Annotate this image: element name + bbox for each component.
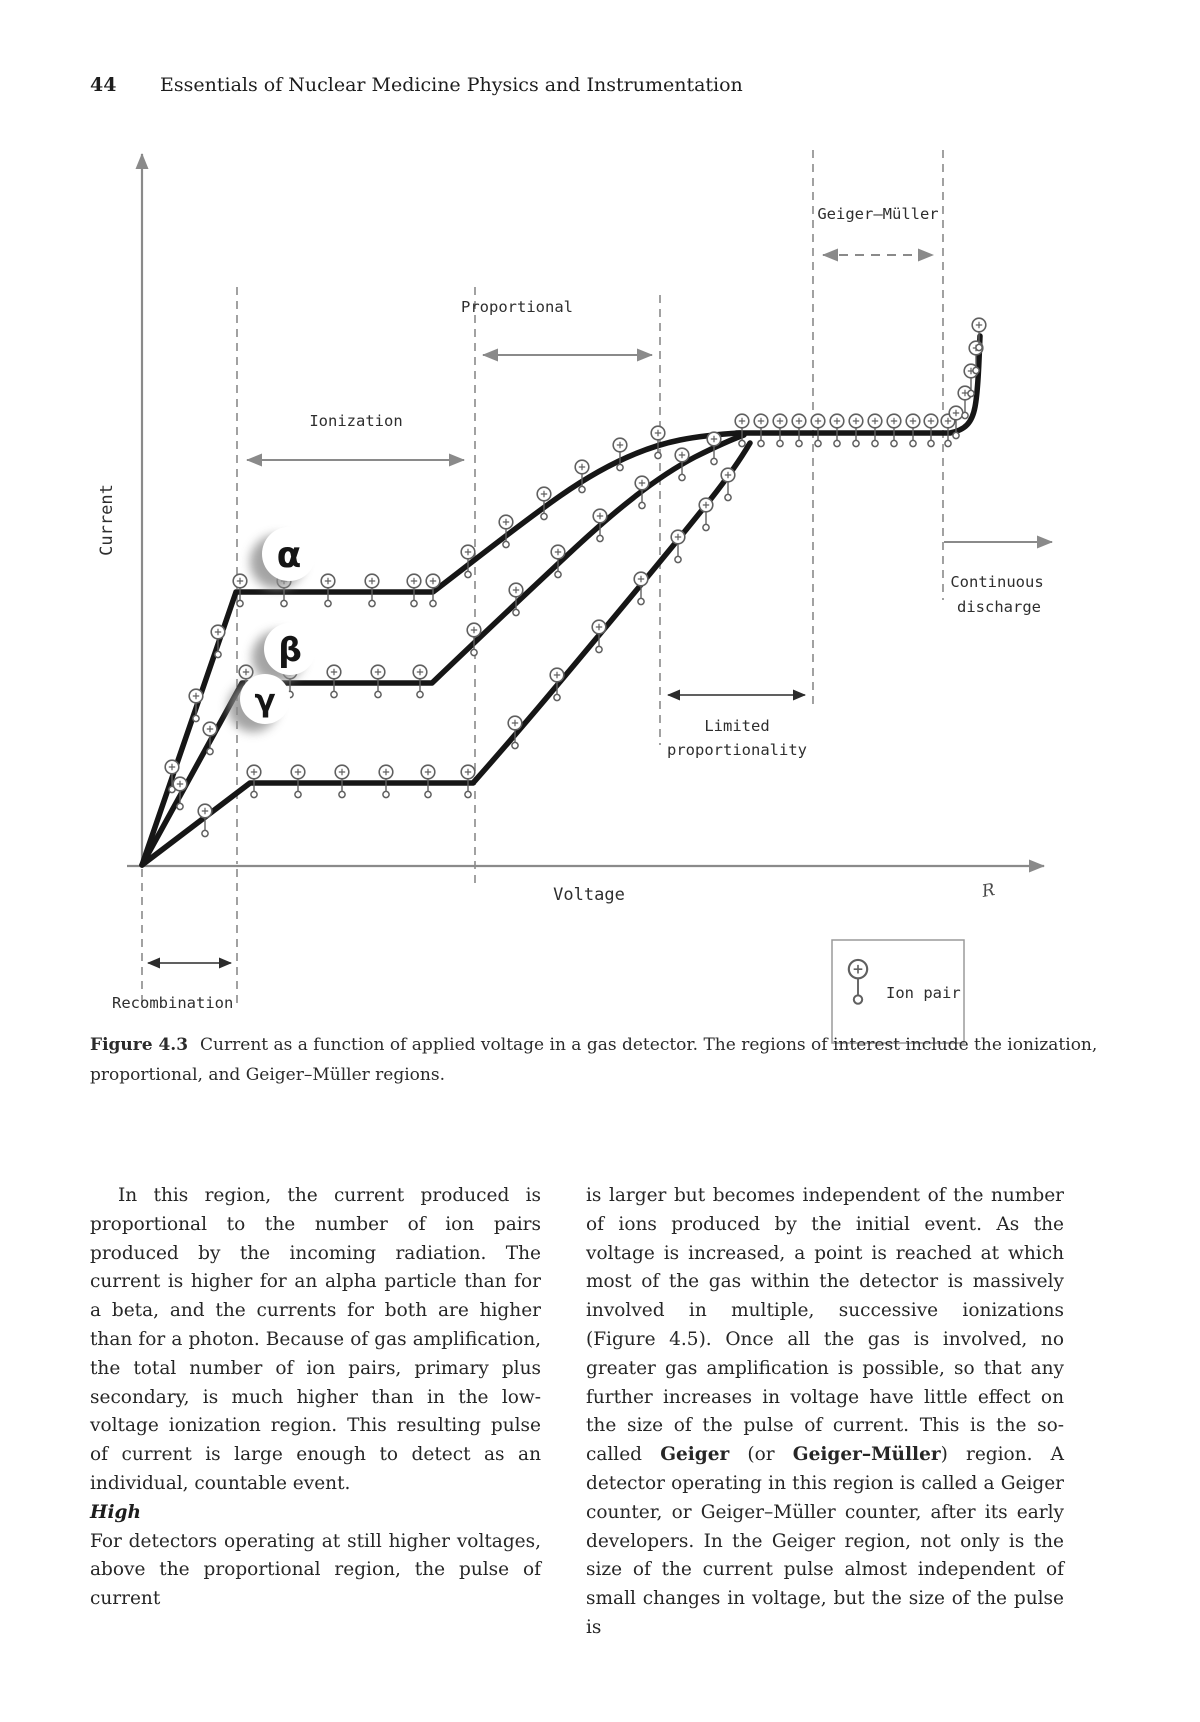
right-paragraph: is larger but becomes independent of the… [586,1182,1064,1643]
running-head: 44 Essentials of Nuclear Medicine Physics… [90,74,743,96]
geiger-muller-bold-term: Geiger–Müller [792,1444,941,1466]
legend-box [831,939,965,1044]
beta-label: β [278,630,302,669]
alpha-label: α [277,535,302,576]
figure-caption-number: Figure 4.3 [90,1035,189,1055]
alpha-curve [139,430,743,868]
gamma-badge: γ [228,674,290,732]
alpha-badge-circle [262,527,316,581]
ionization-label: Ionization [309,412,402,430]
proportional-label: Proportional [461,298,573,316]
y-axis-label: Current [97,484,117,556]
ion-pair-legend: Ion pair [831,939,965,1044]
limited-proportionality-label-line1: Limited [704,717,769,735]
left-column: In this region, the current produced is … [90,1182,541,1614]
geiger-muller-label: Geiger–Müller [817,205,938,223]
x-axis-label: Voltage [553,885,625,905]
section-heading: High [90,1501,141,1523]
page-number: 44 [90,74,117,96]
right-paragraph-part: ) region. A detector operating in this r… [586,1444,1064,1638]
right-paragraph-part: (or [729,1444,793,1466]
limited-proportionality-label-line2: proportionality [667,741,807,759]
continuous-discharge-label-line1: Continuous [950,573,1043,591]
figure-caption: Figure 4.3 Current as a function of appli… [90,1030,1138,1090]
gamma-label: γ [254,683,275,719]
geiger-plateau-curve [733,333,983,436]
recombination-label: Recombination [112,994,233,1012]
left-paragraph: In this region, the current produced is … [90,1185,541,1494]
running-title: Essentials of Nuclear Medicine Physics a… [160,74,743,96]
right-column: is larger but becomes independent of the… [586,1182,1064,1643]
beta-badge-circle [264,623,316,675]
alpha-badge: α [250,527,316,589]
geiger-bold-term: Geiger [660,1444,730,1466]
gamma-curve [139,440,753,868]
left-paragraph-2: For detectors operating at still higher … [90,1530,541,1610]
continuous-discharge-label-line2: discharge [957,598,1041,616]
ion-pair-label: Ion pair [886,984,961,1002]
right-paragraph-part: is larger but becomes independent of the… [586,1185,1064,1466]
figure-caption-text: Current as a function of applied voltage… [90,1035,1098,1085]
beta-badge: β [252,623,316,683]
x-axis-end-mark: R [979,880,996,902]
gamma-badge-circle [240,674,290,724]
beta-curve [139,432,747,868]
